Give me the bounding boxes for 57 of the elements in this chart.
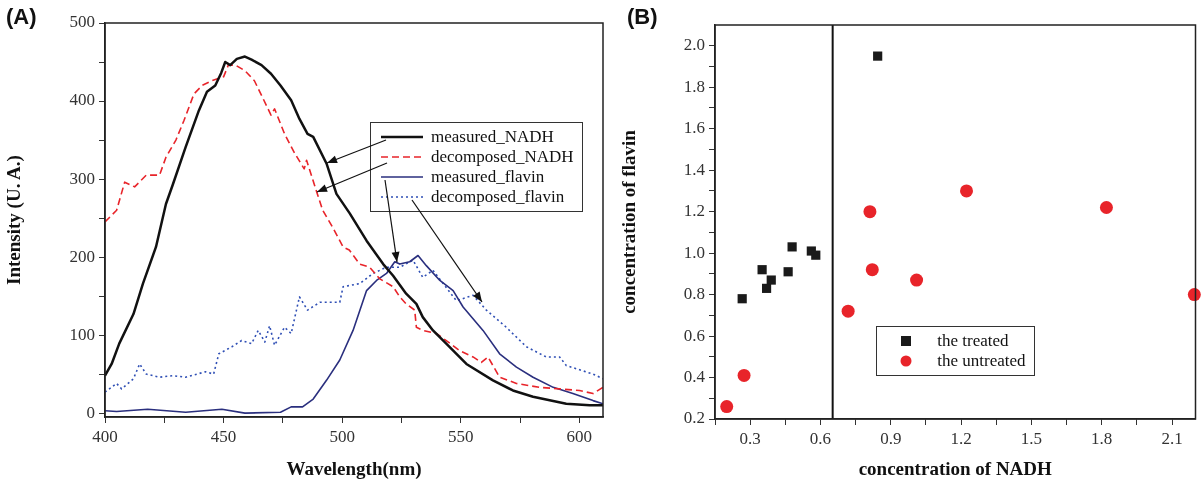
point	[960, 184, 973, 198]
x-tick-label: 0.3	[739, 428, 761, 448]
y-tick-label: 0.4	[683, 367, 706, 386]
legend-label: decomposed_NADH	[431, 146, 574, 167]
point	[783, 267, 793, 277]
legend-label: decomposed_flavin	[431, 186, 565, 207]
x-tick-label: 0.9	[880, 428, 902, 448]
y-tick-label: 1.6	[683, 118, 705, 138]
legend-label: measured_flavin	[431, 166, 545, 187]
point	[841, 304, 855, 318]
y-tick-label: 1.0	[683, 242, 705, 262]
point	[761, 283, 772, 293]
x-tick-label: 450	[210, 426, 237, 446]
point	[737, 368, 751, 382]
x-tick-label: 550	[447, 426, 474, 446]
x-tick-label: 1.2	[950, 428, 972, 448]
x-tick-label: 2.1	[1161, 428, 1183, 448]
point	[787, 242, 797, 252]
y-tick-label: 1.8	[683, 76, 705, 96]
x-tick-label: 600	[566, 426, 593, 446]
point	[811, 250, 821, 260]
point	[757, 265, 767, 275]
point	[766, 275, 776, 285]
x-axis-title: Wavelength(nm)	[286, 457, 422, 480]
y-tick-label: 0.8	[683, 284, 705, 304]
point	[873, 51, 883, 61]
y-tick-label: 0	[86, 402, 95, 422]
legend-label: measured_NADH	[431, 126, 554, 147]
x-axis-title: concentration of NADH	[858, 457, 1053, 479]
y-tick-label: 1.4	[683, 159, 706, 179]
x-tick-label: 0.6	[809, 428, 832, 448]
y-tick-label: 1.2	[683, 201, 705, 221]
x-tick-label: 1.8	[1091, 428, 1113, 448]
y-tick-label: 0.6	[683, 325, 705, 345]
y-tick-label: 500	[69, 12, 95, 32]
legend-label: the untreated	[937, 351, 1026, 371]
line-series	[105, 259, 603, 393]
point	[863, 205, 877, 219]
x-tick-label: 500	[329, 426, 355, 446]
x-tick-label: 400	[92, 426, 118, 446]
point	[720, 400, 734, 414]
y-axis-title: concentration of flavin	[618, 129, 640, 314]
point	[737, 294, 747, 304]
chart-title: (A)	[6, 4, 37, 30]
y-tick-label: 2.0	[683, 35, 705, 55]
y-tick-label: 100	[69, 324, 95, 344]
y-tick-label: 300	[69, 168, 95, 188]
point	[865, 263, 879, 277]
y-tick-label: 0.2	[683, 408, 705, 428]
point	[910, 273, 924, 287]
x-tick-label: 1.5	[1020, 428, 1043, 448]
y-axis-title: Intensity (U. A.)	[3, 155, 26, 285]
y-tick-label: 200	[69, 246, 95, 266]
chart-title: (B)	[627, 4, 658, 30]
y-tick-label: 400	[69, 90, 95, 110]
legend-label: the treated	[937, 331, 1009, 351]
point	[1099, 200, 1113, 214]
